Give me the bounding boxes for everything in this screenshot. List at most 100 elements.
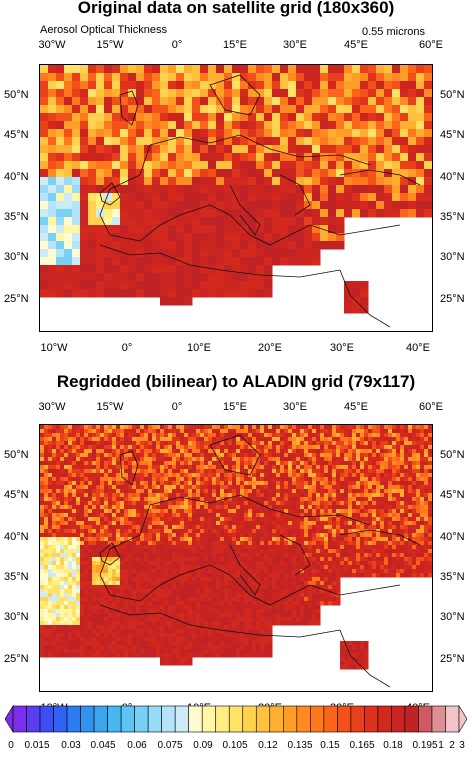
aot-cell (60, 513, 65, 518)
aot-cell (280, 65, 289, 74)
aot-cell (40, 445, 45, 450)
aot-cell (248, 201, 257, 210)
aot-cell (204, 449, 209, 454)
aot-cell (428, 525, 432, 530)
aot-cell (104, 529, 109, 534)
aot-cell (288, 449, 293, 454)
aot-cell (200, 525, 205, 530)
aot-cell (192, 97, 201, 106)
aot-cell (392, 529, 397, 534)
aot-cell (392, 497, 397, 502)
aot-cell (304, 461, 309, 466)
aot-cell (220, 525, 225, 530)
aot-cell (172, 545, 177, 550)
aot-cell (240, 281, 249, 290)
aot-cell (68, 525, 73, 530)
aot-cell (384, 489, 389, 494)
aot-cell (64, 465, 69, 470)
aot-cell (352, 169, 361, 178)
aot-cell (400, 501, 405, 506)
aot-cell (224, 449, 229, 454)
aot-cell (320, 425, 325, 430)
aot-cell (308, 501, 313, 506)
aot-cell (92, 445, 97, 450)
aot-cell (80, 465, 85, 470)
aot-cell (44, 513, 49, 518)
aot-cell (416, 145, 425, 154)
aot-cell (80, 545, 85, 550)
aot-cell (388, 545, 393, 550)
aot-cell (336, 121, 345, 130)
aot-cell (312, 89, 321, 98)
aot-cell (336, 425, 341, 430)
aot-cell (348, 481, 353, 486)
aot-cell (400, 425, 405, 430)
aot-cell (284, 489, 289, 494)
aot-cell (72, 565, 77, 570)
aot-cell (328, 233, 337, 242)
aot-cell (296, 461, 301, 466)
aot-cell (120, 485, 125, 490)
aot-cell (60, 493, 65, 498)
aot-cell (188, 481, 193, 486)
aot-cell (368, 569, 373, 574)
aot-cell (60, 509, 65, 514)
aot-cell (68, 437, 73, 442)
aot-cell (76, 573, 81, 578)
aot-cell (188, 517, 193, 522)
aot-cell (376, 73, 385, 82)
aot-cell (392, 453, 397, 458)
aot-cell (76, 533, 81, 538)
aot-cell (332, 425, 337, 430)
aot-cell (48, 517, 53, 522)
aot-cell (100, 429, 105, 434)
aot-cell (108, 477, 113, 482)
aot-cell (100, 537, 105, 542)
aot-cell (188, 429, 193, 434)
aot-cell (92, 441, 97, 446)
aot-cell (76, 493, 81, 498)
aot-cell (192, 433, 197, 438)
aot-cell (92, 545, 97, 550)
aot-cell (132, 465, 137, 470)
aot-cell (88, 573, 93, 578)
aot-cell (356, 461, 361, 466)
aot-cell (68, 433, 73, 438)
aot-cell (168, 469, 173, 474)
aot-cell (172, 541, 177, 546)
aot-cell (128, 65, 137, 74)
aot-cell (372, 509, 377, 514)
aot-cell (268, 525, 273, 530)
aot-cell (248, 569, 253, 574)
aot-cell (312, 565, 317, 570)
aot-cell (324, 569, 329, 574)
aot-cell (188, 501, 193, 506)
aot-cell (160, 557, 165, 562)
aot-cell (120, 565, 125, 570)
aot-cell (256, 161, 265, 170)
aot-cell (124, 493, 129, 498)
aot-cell (224, 513, 229, 518)
aot-cell (424, 113, 432, 122)
aot-cell (344, 209, 353, 218)
aot-cell (416, 565, 421, 570)
aot-cell (408, 445, 413, 450)
aot-cell (100, 453, 105, 458)
aot-cell (144, 265, 153, 274)
aot-cell (304, 129, 313, 138)
aot-cell (40, 265, 49, 274)
aot-cell (380, 517, 385, 522)
aot-cell (184, 437, 189, 442)
aot-cell (208, 121, 217, 130)
aot-cell (236, 513, 241, 518)
aot-cell (420, 465, 425, 470)
aot-cell (324, 473, 329, 478)
aot-cell (344, 529, 349, 534)
aot-cell (308, 457, 313, 462)
aot-cell (384, 153, 393, 162)
aot-cell (192, 557, 197, 562)
aot-cell (168, 569, 173, 574)
aot-cell (380, 513, 385, 518)
aot-cell (264, 461, 269, 466)
aot-cell (128, 453, 133, 458)
